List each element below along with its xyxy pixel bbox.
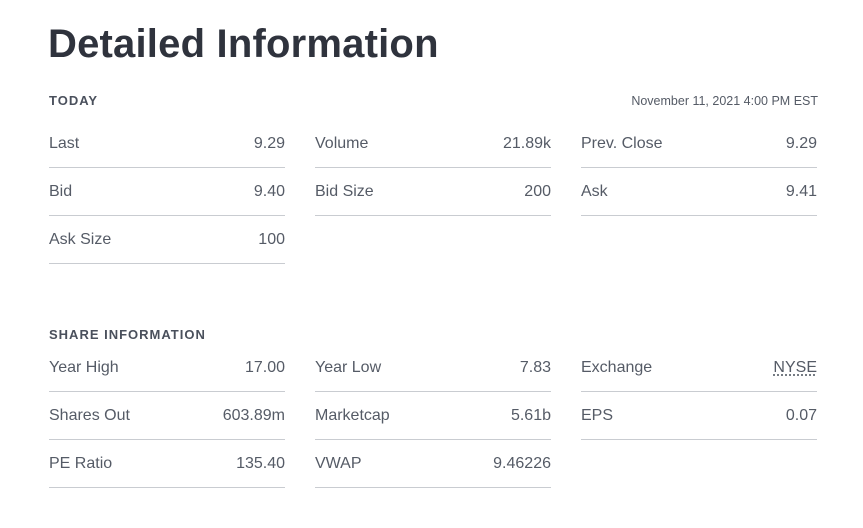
page-title: Detailed Information [48,22,439,66]
share-grid: Year High 17.00 Year Low 7.83 Exchange N… [49,344,818,488]
stat-label: EPS [581,406,614,424]
stat-label: Bid Size [315,182,374,200]
stat-label: PE Ratio [49,454,113,472]
stat-bid: Bid 9.40 [49,168,285,216]
stat-value: 200 [524,182,551,200]
stat-shares-out: Shares Out 603.89m [49,392,285,440]
stat-value: 7.83 [519,358,551,376]
stat-label: Shares Out [49,406,130,424]
stat-label: Exchange [581,358,653,376]
stat-vwap: VWAP 9.46226 [315,440,551,488]
stat-label: VWAP [315,454,362,472]
stat-prev-close: Prev. Close 9.29 [581,120,817,168]
stat-ask-size: Ask Size 100 [49,216,285,264]
stat-marketcap: Marketcap 5.61b [315,392,551,440]
stat-label: Last [49,134,80,152]
stat-eps: EPS 0.07 [581,392,817,440]
stat-value: 5.61b [510,406,551,424]
today-grid: Last 9.29 Volume 21.89k Prev. Close 9.29… [49,120,818,264]
section-label-share-information: SHARE INFORMATION [49,327,206,342]
stat-label: Prev. Close [581,134,663,152]
stat-value: 17.00 [244,358,285,376]
stat-label: Ask Size [49,230,112,248]
stat-year-high: Year High 17.00 [49,344,285,392]
stat-bid-size: Bid Size 200 [315,168,551,216]
stat-value: 9.29 [253,134,285,152]
stat-value: 9.41 [785,182,817,200]
stat-value: 0.07 [785,406,817,424]
stat-label: Marketcap [315,406,390,424]
stat-year-low: Year Low 7.83 [315,344,551,392]
section-label-today: TODAY [49,93,99,108]
stat-label: Volume [315,134,369,152]
stat-value: 21.89k [502,134,551,152]
timestamp: November 11, 2021 4:00 PM EST [631,94,818,108]
stat-label: Year High [49,358,119,376]
stat-value: 9.40 [253,182,285,200]
stat-volume: Volume 21.89k [315,120,551,168]
stat-label: Year Low [315,358,382,376]
stat-value: 9.29 [785,134,817,152]
stat-label: Ask [581,182,608,200]
stat-exchange: Exchange NYSE [581,344,817,392]
stat-value: 135.40 [236,454,285,472]
stat-pe-ratio: PE Ratio 135.40 [49,440,285,488]
stat-value: 100 [258,230,285,248]
stat-last: Last 9.29 [49,120,285,168]
stat-label: Bid [49,182,73,200]
stat-ask: Ask 9.41 [581,168,817,216]
exchange-link[interactable]: NYSE [773,358,817,376]
stat-value: 9.46226 [493,454,551,472]
share-header: SHARE INFORMATION [49,327,818,342]
today-header: TODAY November 11, 2021 4:00 PM EST [49,93,818,108]
stat-value: 603.89m [222,406,285,424]
